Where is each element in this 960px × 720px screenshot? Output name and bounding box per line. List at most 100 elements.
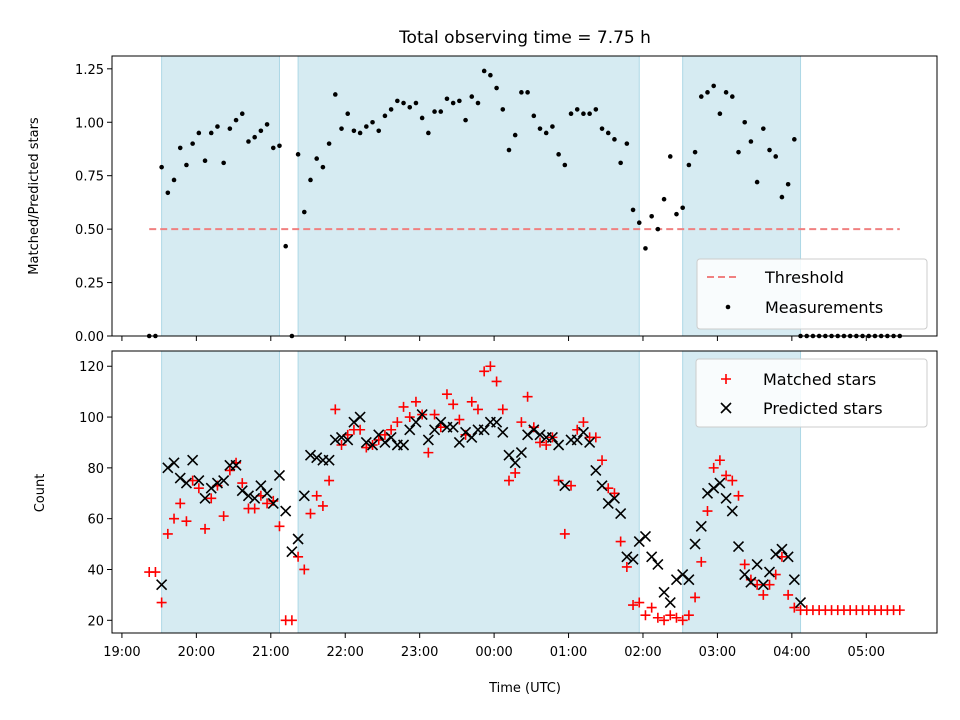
bottom-x-tick-label: 21:00 xyxy=(252,645,289,660)
matched-star-point xyxy=(398,401,409,412)
matched-star-point xyxy=(783,589,794,600)
measurement-point xyxy=(655,226,661,232)
predicted-star-point xyxy=(553,439,565,451)
top-shaded-interval xyxy=(297,55,640,337)
matched-star-point xyxy=(224,465,235,476)
matched-star-point xyxy=(286,615,297,626)
matched-star-point xyxy=(578,417,589,428)
predicted-star-point xyxy=(298,490,310,502)
matched-star-point xyxy=(274,521,285,532)
predicted-star-point xyxy=(627,553,639,565)
measurement-point xyxy=(730,94,735,99)
bottom-y-tick-label: 80 xyxy=(87,462,104,477)
predicted-star-point xyxy=(286,546,298,558)
predicted-star-point xyxy=(255,480,267,492)
matched-star-point xyxy=(628,600,639,611)
matched-star-point xyxy=(355,424,366,435)
measurement-point xyxy=(264,122,270,127)
measurement-point xyxy=(599,126,605,131)
predicted-star-point xyxy=(559,480,571,492)
matched-star-point xyxy=(410,396,421,407)
measurement-point xyxy=(252,134,257,140)
measurement-point xyxy=(165,190,171,196)
matched-star-point xyxy=(646,602,657,613)
bottom-x-tick-label: 03:00 xyxy=(699,645,736,660)
matched-star-point xyxy=(429,409,440,420)
matched-star-point xyxy=(597,455,608,466)
predicted-star-point xyxy=(218,475,230,487)
measurement-point xyxy=(233,117,239,123)
bottom-x-tick-label: 04:00 xyxy=(773,645,810,660)
matched-star-point xyxy=(193,483,204,494)
predicted-star-point xyxy=(639,530,652,543)
bottom-x-tick-label: 22:00 xyxy=(326,645,363,660)
measurement-point xyxy=(636,220,642,226)
measurement-point xyxy=(202,158,208,164)
top-shaded-interval xyxy=(161,55,280,337)
matched-star-point xyxy=(609,488,620,499)
measurement-point xyxy=(531,113,537,119)
predicted-star-point xyxy=(267,497,279,509)
top-y-tick-label: 1.00 xyxy=(75,116,104,131)
measurement-point xyxy=(736,149,741,155)
matched-star-point xyxy=(392,417,403,428)
measurement-point xyxy=(649,214,654,219)
measurement-point xyxy=(457,98,462,104)
predicted-star-point xyxy=(745,576,757,588)
measurement-point xyxy=(785,181,791,187)
measurement-point xyxy=(661,196,667,202)
bottom-x-tick-label: 00:00 xyxy=(475,645,512,660)
predicted-star-point xyxy=(608,492,621,504)
chart-title: Total observing time = 7.75 h xyxy=(398,28,651,48)
measurement-point xyxy=(481,68,487,74)
measurement-point xyxy=(221,160,226,166)
matched-star-point xyxy=(454,414,465,425)
predicted-star-point xyxy=(720,492,732,504)
predicted-star-point xyxy=(788,574,800,586)
matched-star-point xyxy=(466,396,477,407)
predicted-star-point xyxy=(180,477,193,489)
count-panel: 20 40 60 80 100 120 19:00 20:00 21:00 22:00 23:00 0… xyxy=(79,350,938,660)
measurement-point xyxy=(444,96,450,102)
matched-star-point xyxy=(559,528,570,539)
bottom-legend-box xyxy=(695,358,928,428)
predicted-star-point xyxy=(416,408,428,421)
measurement-point xyxy=(761,126,766,131)
matched-star-point xyxy=(516,417,527,428)
bottom-x-tick-label: 19:00 xyxy=(103,645,140,660)
measurement-point xyxy=(432,109,437,114)
bottom-x-tick-label: 05:00 xyxy=(848,645,885,660)
matched-star-point xyxy=(659,615,670,626)
matched-star-point xyxy=(553,475,564,486)
measurement-point xyxy=(475,100,481,106)
bottom-y-tick-label: 40 xyxy=(87,563,104,578)
measurement-point xyxy=(333,92,338,97)
matched-star-point xyxy=(404,412,415,423)
bottom-shaded-interval xyxy=(297,350,640,634)
measurement-point xyxy=(506,147,512,153)
matched-star-point xyxy=(305,508,316,519)
measurement-point xyxy=(320,164,326,170)
measurement-point xyxy=(618,160,623,166)
predicted-star-point xyxy=(366,439,379,451)
predicted-star-point xyxy=(782,551,794,563)
measurement-point xyxy=(543,130,549,136)
measurement-point xyxy=(450,100,456,106)
matched-star-point xyxy=(169,513,180,524)
predicted-star-point xyxy=(683,574,695,586)
matched-star-point xyxy=(237,478,248,489)
matched-star-point xyxy=(311,490,322,501)
measurement-point xyxy=(388,107,394,112)
matched-star-point xyxy=(789,602,800,613)
matched-star-point xyxy=(665,610,676,621)
measurement-point xyxy=(215,124,220,129)
measurement-point xyxy=(643,246,648,251)
measurement-point xyxy=(345,111,351,117)
matched-star-point xyxy=(150,567,161,578)
predicted-star-point xyxy=(615,508,627,520)
measurement-point xyxy=(512,132,518,138)
measurement-point xyxy=(314,156,319,161)
predicted-star-point xyxy=(410,416,422,428)
bottom-y-axis-label: Count xyxy=(33,474,48,513)
matched-star-point xyxy=(677,615,688,626)
